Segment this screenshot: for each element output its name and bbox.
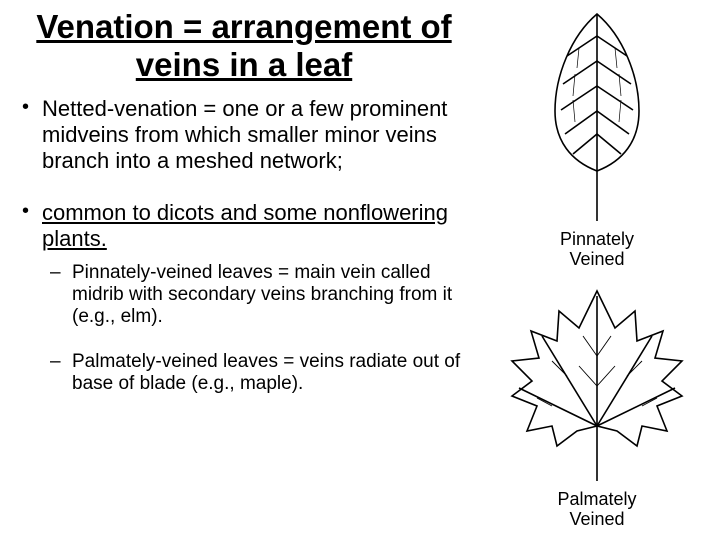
slide: Venation = arrangement of veins in a lea… (0, 0, 720, 540)
bullet-common-text: common to dicots and some nonflowering p… (42, 200, 448, 251)
sub-bullet-pinnate: Pinnately-veined leaves = main vein call… (42, 262, 470, 329)
bullet-common-dicots: common to dicots and some nonflowering p… (18, 200, 470, 396)
caption-pinnate: Pinnately Veined (560, 230, 634, 270)
slide-title: Venation = arrangement of veins in a lea… (18, 8, 470, 84)
bullet-netted-venation: Netted-venation = one or a few prominent… (18, 96, 470, 174)
caption-pinnate-line1: Pinnately (560, 229, 634, 249)
figure-pinnate: Pinnately Veined (527, 6, 667, 270)
bullet-list: Netted-venation = one or a few prominent… (18, 96, 470, 396)
text-column: Venation = arrangement of veins in a lea… (0, 0, 480, 540)
caption-pinnate-line2: Veined (569, 249, 624, 269)
caption-palmate: Palmately Veined (557, 490, 636, 530)
sub-bullet-palmate: Palmately-veined leaves = veins radiate … (42, 351, 470, 396)
caption-palmate-line1: Palmately (557, 489, 636, 509)
sub-bullet-list: Pinnately-veined leaves = main vein call… (42, 262, 470, 396)
leaf-pinnate-icon (527, 6, 667, 226)
figure-column: Pinnately Veined (480, 0, 720, 540)
caption-palmate-line2: Veined (569, 509, 624, 529)
leaf-palmate-icon (497, 276, 697, 486)
figure-palmate: Palmately Veined (497, 276, 697, 530)
